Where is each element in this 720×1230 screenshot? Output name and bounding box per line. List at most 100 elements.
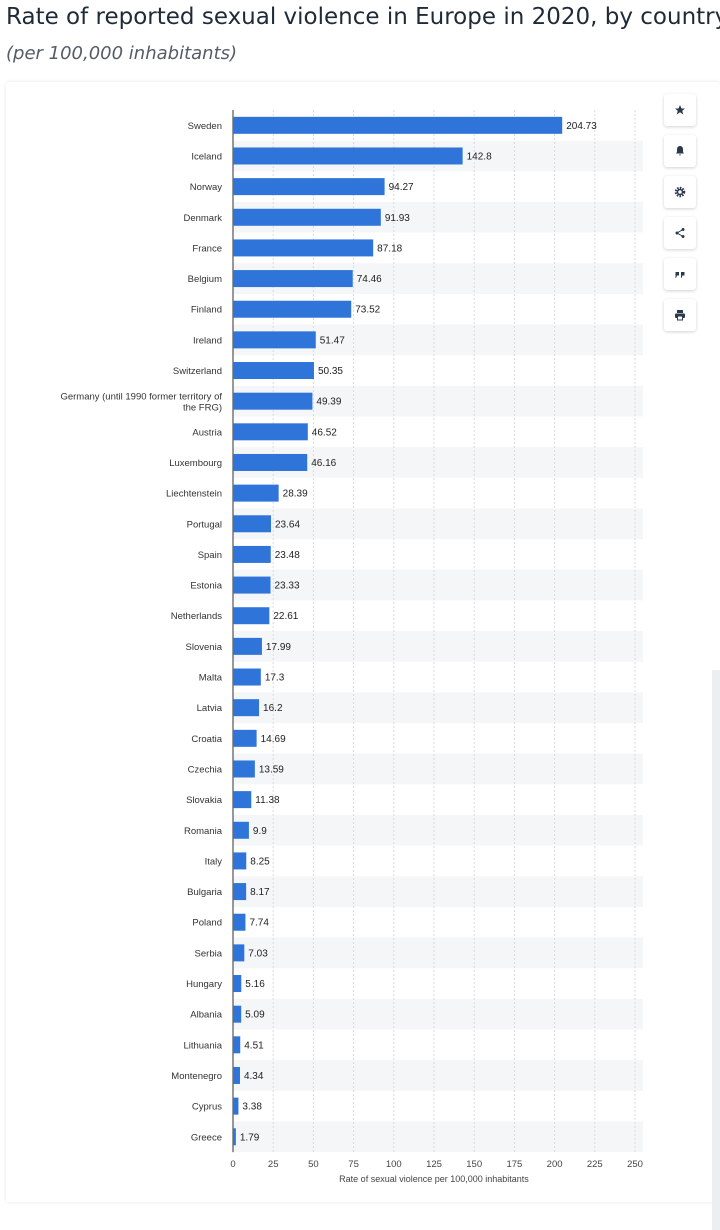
bar	[233, 1097, 239, 1115]
row-stripe	[233, 998, 643, 1030]
bar	[233, 239, 374, 257]
x-tick-label: 125	[426, 1159, 442, 1170]
category-label: Switzerland	[173, 366, 222, 377]
row-stripe	[233, 508, 643, 540]
bar	[233, 975, 242, 993]
value-label: 9.9	[253, 826, 267, 837]
print-icon	[675, 310, 685, 321]
row-stripe	[233, 876, 643, 907]
row-stripe	[233, 937, 643, 969]
settings-button[interactable]	[664, 176, 696, 208]
value-label: 13.59	[259, 764, 284, 775]
bar	[233, 1005, 242, 1023]
category-label: Cyprus	[192, 1102, 222, 1113]
bar	[233, 668, 261, 686]
scrollbar-track	[712, 670, 720, 1230]
category-label: Czechia	[188, 764, 223, 775]
bar	[233, 760, 255, 778]
bar	[233, 208, 381, 226]
value-label: 5.09	[245, 1010, 265, 1021]
value-label: 4.51	[244, 1040, 264, 1051]
bar	[233, 1128, 236, 1146]
bar	[233, 147, 463, 165]
print-button[interactable]	[664, 299, 696, 331]
row-stripe	[233, 569, 643, 601]
category-label: Norway	[190, 182, 222, 193]
gear-icon	[674, 186, 686, 198]
value-label: 8.25	[250, 856, 270, 867]
category-label: Portugal	[187, 519, 222, 530]
category-label: Italy	[205, 856, 223, 867]
bell-icon	[676, 146, 684, 156]
category-label: Slovakia	[186, 795, 223, 806]
category-label: Belgium	[188, 274, 222, 285]
category-label: Spain	[198, 550, 222, 561]
category-label: Montenegro	[171, 1071, 222, 1082]
bar	[233, 331, 316, 349]
category-label: France	[192, 243, 222, 254]
category-label: Latvia	[197, 703, 223, 714]
value-label: 17.99	[266, 642, 291, 653]
x-tick-label: 25	[268, 1159, 279, 1170]
value-label: 46.16	[311, 458, 336, 469]
value-label: 204.73	[566, 121, 597, 132]
category-label: Iceland	[191, 151, 222, 162]
value-label: 23.64	[275, 519, 300, 530]
bar	[233, 913, 246, 931]
notification-button[interactable]	[664, 135, 696, 167]
value-label: 1.79	[240, 1132, 260, 1143]
value-label: 22.61	[273, 611, 298, 622]
row-stripe	[233, 692, 643, 723]
value-label: 11.38	[255, 795, 280, 806]
bar	[233, 515, 272, 533]
bar	[233, 484, 279, 502]
share-button[interactable]	[664, 217, 696, 249]
share-icon	[675, 228, 685, 238]
category-label: Sweden	[188, 121, 222, 132]
value-label: 46.52	[312, 427, 337, 438]
value-label: 3.38	[242, 1102, 262, 1113]
bar	[233, 116, 563, 134]
category-label: Liechtenstein	[166, 489, 222, 500]
category-label: Austria	[192, 427, 222, 438]
category-label: Finland	[191, 305, 222, 316]
x-tick-label: 0	[230, 1159, 235, 1170]
value-label: 5.16	[245, 979, 265, 990]
value-label: 8.17	[250, 887, 270, 898]
row-stripe	[233, 753, 643, 785]
value-label: 28.39	[283, 489, 308, 500]
category-label: Ireland	[193, 335, 222, 346]
cite-button[interactable]	[664, 258, 696, 290]
x-tick-label: 100	[386, 1159, 402, 1170]
category-label: Greece	[191, 1132, 222, 1143]
category-label: Poland	[192, 918, 222, 929]
category-label: Netherlands	[171, 611, 222, 622]
value-label: 4.34	[244, 1071, 264, 1082]
bar	[233, 300, 352, 318]
chart-toolbar	[664, 94, 696, 340]
bar	[233, 178, 385, 196]
bar	[233, 607, 270, 625]
category-label: Croatia	[191, 734, 222, 745]
value-label: 73.52	[355, 305, 380, 316]
x-tick-label: 200	[547, 1159, 563, 1170]
favorite-button[interactable]	[664, 94, 696, 126]
bar	[233, 729, 257, 747]
category-label: Albania	[190, 1010, 222, 1021]
row-stripe	[233, 814, 643, 846]
quote-icon	[675, 272, 685, 278]
category-label: Estonia	[190, 581, 222, 592]
x-axis-title: Rate of sexual violence per 100,000 inha…	[339, 1174, 529, 1184]
value-label: 49.39	[316, 397, 341, 408]
bar	[233, 637, 262, 655]
value-label: 91.93	[385, 213, 410, 224]
category-label: Serbia	[195, 948, 223, 959]
bar	[233, 852, 247, 870]
value-label: 16.2	[263, 703, 283, 714]
category-label: Bulgaria	[187, 887, 223, 898]
category-label: Germany (until 1990 former territory of t…	[60, 392, 222, 414]
row-stripe	[233, 1121, 643, 1153]
value-label: 7.03	[248, 948, 268, 959]
row-stripe	[233, 631, 643, 662]
value-label: 50.35	[318, 366, 343, 377]
